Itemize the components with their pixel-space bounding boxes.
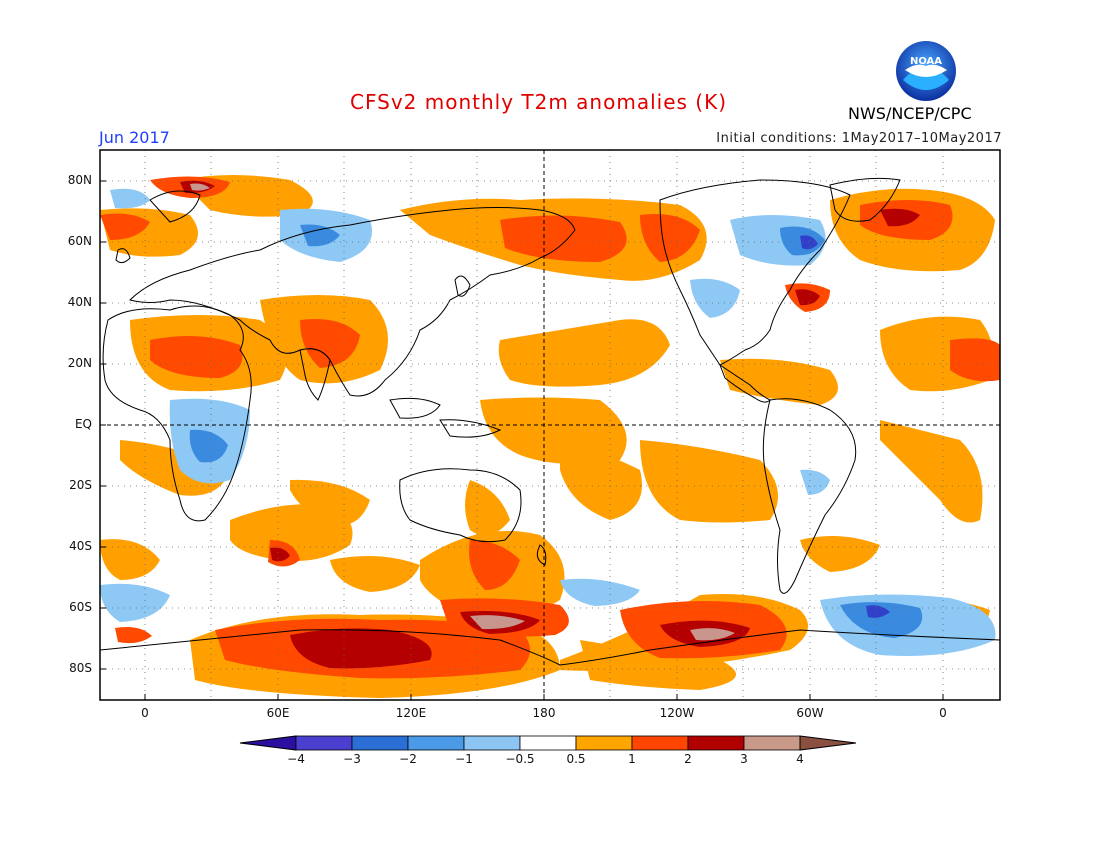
colorbar-swatch <box>295 735 353 751</box>
colorbar-swatch <box>463 735 521 751</box>
colorbar-label-m4: −4 <box>287 752 305 766</box>
colorbar-label-m3: −3 <box>343 752 361 766</box>
y-tick-40s: 40S <box>69 539 92 553</box>
colorbar-swatch <box>351 735 409 751</box>
colorbar-label-p4: 4 <box>796 752 804 766</box>
grid-lines <box>100 150 1000 700</box>
y-tick-eq: EQ <box>74 417 92 431</box>
y-tick-80n: 80N <box>67 173 92 187</box>
colorbar-swatch <box>407 735 465 751</box>
colorbar-label-m2: −2 <box>399 752 417 766</box>
x-tick-120e: 120E <box>395 706 427 720</box>
noaa-logo: NOAA <box>896 41 956 101</box>
colorbar-swatch-below-m4 <box>239 735 297 751</box>
colorbar-swatch <box>519 735 577 751</box>
x-tick-0-east: 0 <box>939 706 947 720</box>
x-tick-0-west: 0 <box>141 706 149 720</box>
colorbar-swatch-above-p4 <box>799 735 857 751</box>
y-tick-40n: 40N <box>67 295 92 309</box>
coastlines <box>100 177 1000 700</box>
x-tick-120w: 120W <box>659 706 695 720</box>
colorbar-label-m05: −0.5 <box>505 752 535 766</box>
agency-label: NWS/NCEP/CPC <box>848 104 972 123</box>
y-tick-60n: 60N <box>67 234 92 248</box>
colorbar-label-p1: 1 <box>628 752 636 766</box>
colorbar-label-p05: 0.5 <box>566 752 586 766</box>
initial-conditions-label: Initial conditions: 1May2017–10May2017 <box>716 131 1002 146</box>
anomaly-pinkbrown-layer <box>190 183 735 641</box>
colorbar-swatch <box>743 735 801 751</box>
colorbar-swatch <box>575 735 633 751</box>
anomaly-darkred-layer <box>180 180 920 669</box>
colorbar-label-p3: 3 <box>740 752 748 766</box>
reference-lines <box>100 150 1000 700</box>
y-tick-20n: 20N <box>67 356 92 370</box>
y-tick-60s: 60S <box>69 600 92 614</box>
colorbar-label-p2: 2 <box>684 752 692 766</box>
colorbar-label-m1: −1 <box>455 752 473 766</box>
y-tick-80s: 80S <box>69 661 92 675</box>
anomaly-blue-layer <box>189 224 923 638</box>
x-tick-60w: 60W <box>796 706 824 720</box>
map-title: CFSv2 monthly T2m anomalies (K) <box>350 90 727 114</box>
valid-month-label: Jun 2017 <box>99 128 170 147</box>
colorbar-swatch <box>631 735 689 751</box>
noaa-logo-text: NOAA <box>910 56 942 67</box>
colorbar-swatch <box>687 735 745 751</box>
x-tick-180: 180 <box>532 706 556 720</box>
x-tick-60e: 60E <box>266 706 290 720</box>
y-tick-20s: 20S <box>69 478 92 492</box>
colorbar-swatches <box>239 735 857 751</box>
axis-ticks <box>100 180 944 700</box>
